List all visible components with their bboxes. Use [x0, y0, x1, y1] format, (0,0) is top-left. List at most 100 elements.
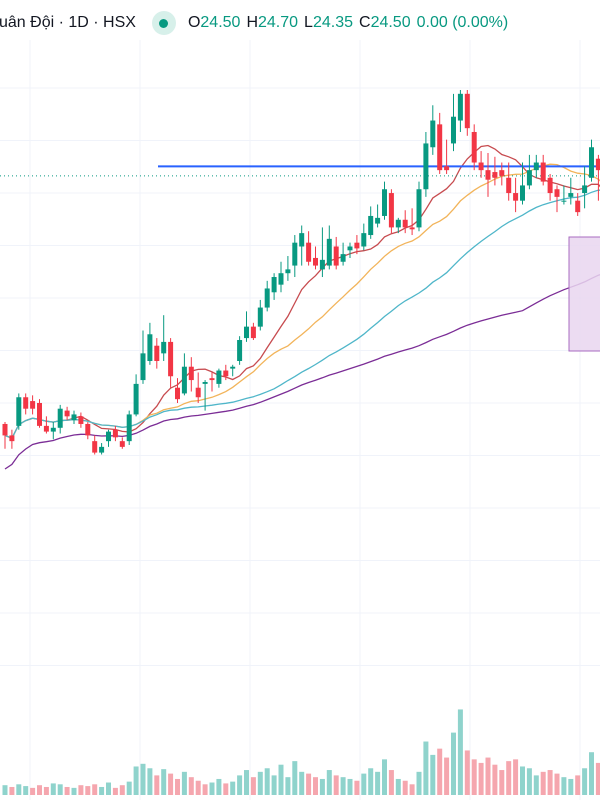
volume-bar: [313, 777, 318, 795]
candle: [126, 410, 132, 445]
volume-bar: [9, 786, 15, 795]
candle: [2, 422, 8, 449]
candle: [161, 315, 167, 361]
candle: [326, 225, 332, 270]
volume-bar: [126, 781, 132, 795]
candle: [485, 152, 491, 197]
volume-bar: [57, 784, 63, 795]
volume-bar: [340, 777, 346, 795]
candle: [595, 154, 600, 201]
volume-bar: [285, 777, 291, 795]
volume-bar: [533, 775, 539, 795]
candle: [354, 235, 360, 255]
volume-bar: [168, 773, 174, 795]
candle: [216, 368, 222, 388]
volume-bar: [568, 778, 574, 795]
volume-bar: [133, 766, 139, 795]
volume-bar: [230, 781, 236, 795]
volume-bar: [444, 757, 450, 795]
volume-bar: [402, 780, 408, 795]
volume-bar: [154, 775, 160, 795]
candle: [395, 217, 401, 234]
volume-bar: [416, 771, 422, 795]
candle: [464, 90, 470, 136]
volume-bar: [520, 766, 525, 795]
volume-bar: [209, 782, 215, 795]
low-key: L: [304, 14, 313, 31]
candle: [499, 162, 505, 186]
volume-bar: [188, 777, 194, 795]
candle: [430, 105, 436, 155]
volume-bar: [264, 768, 270, 795]
candle: [457, 90, 463, 132]
candle: [16, 393, 22, 430]
candle: [237, 336, 243, 365]
volume-bar: [513, 759, 519, 795]
candlesticks: [2, 90, 600, 455]
candle: [478, 151, 484, 178]
candle: [23, 393, 29, 415]
candle: [520, 162, 525, 205]
volume-bar: [506, 761, 512, 795]
candle: [375, 204, 381, 228]
volume-bar: [140, 763, 146, 795]
candle: [471, 124, 477, 171]
volume-bar: [561, 777, 567, 795]
volume-bar: [361, 773, 367, 795]
candle: [589, 139, 594, 182]
candle: [181, 353, 187, 396]
volume-bar: [237, 775, 243, 795]
volume-bar: [216, 778, 222, 795]
volume-bar: [547, 770, 553, 795]
volume-bar: [147, 768, 153, 795]
candle: [119, 437, 125, 449]
symbol-title[interactable]: uân Đội · 1D · HSX: [0, 14, 136, 31]
volume-bar: [119, 785, 125, 795]
candle: [582, 166, 588, 209]
candle: [333, 236, 339, 270]
volume-bar: [575, 775, 581, 795]
volume-bar: [430, 754, 436, 795]
volume-bars: [2, 709, 600, 795]
ohlc-values: O 24.50 H 24.70 L 24.35 C 24.50 0.00 (0.00%): [188, 14, 508, 32]
highlight-zone[interactable]: [568, 236, 600, 352]
volume-bar: [451, 732, 456, 795]
volume-bar: [347, 778, 353, 795]
volume-bar: [92, 784, 98, 795]
volume-bar: [492, 764, 498, 795]
candle: [568, 177, 574, 205]
volume-bar: [540, 771, 546, 795]
candle: [547, 173, 553, 201]
volume-bar: [499, 770, 505, 795]
moving-averages: [4, 144, 600, 470]
candle: [423, 131, 429, 197]
candle: [250, 322, 256, 340]
volume-bar: [30, 787, 36, 795]
volume-bar: [319, 778, 325, 795]
volume-bar: [202, 784, 208, 795]
high-value: 24.70: [258, 14, 299, 31]
candle: [43, 416, 49, 434]
candle: [147, 322, 153, 365]
candle: [416, 181, 422, 232]
candle: [140, 330, 146, 384]
candle: [257, 299, 263, 331]
candle: [154, 338, 160, 369]
open-value: 24.50: [200, 14, 241, 31]
volume-bar: [71, 787, 77, 795]
candle: [319, 227, 325, 278]
candle: [540, 154, 546, 186]
candle: [278, 261, 284, 293]
market-status-icon: [151, 11, 176, 35]
candle: [388, 189, 394, 234]
volume-bar: [395, 778, 401, 795]
candle: [285, 256, 291, 281]
volume-bar: [175, 778, 180, 795]
candle: [64, 406, 70, 421]
volume-bar: [526, 768, 532, 795]
ma-line-40: [4, 189, 600, 440]
candle: [209, 372, 215, 392]
volume-bar: [464, 750, 470, 795]
volume-bar: [271, 775, 277, 795]
